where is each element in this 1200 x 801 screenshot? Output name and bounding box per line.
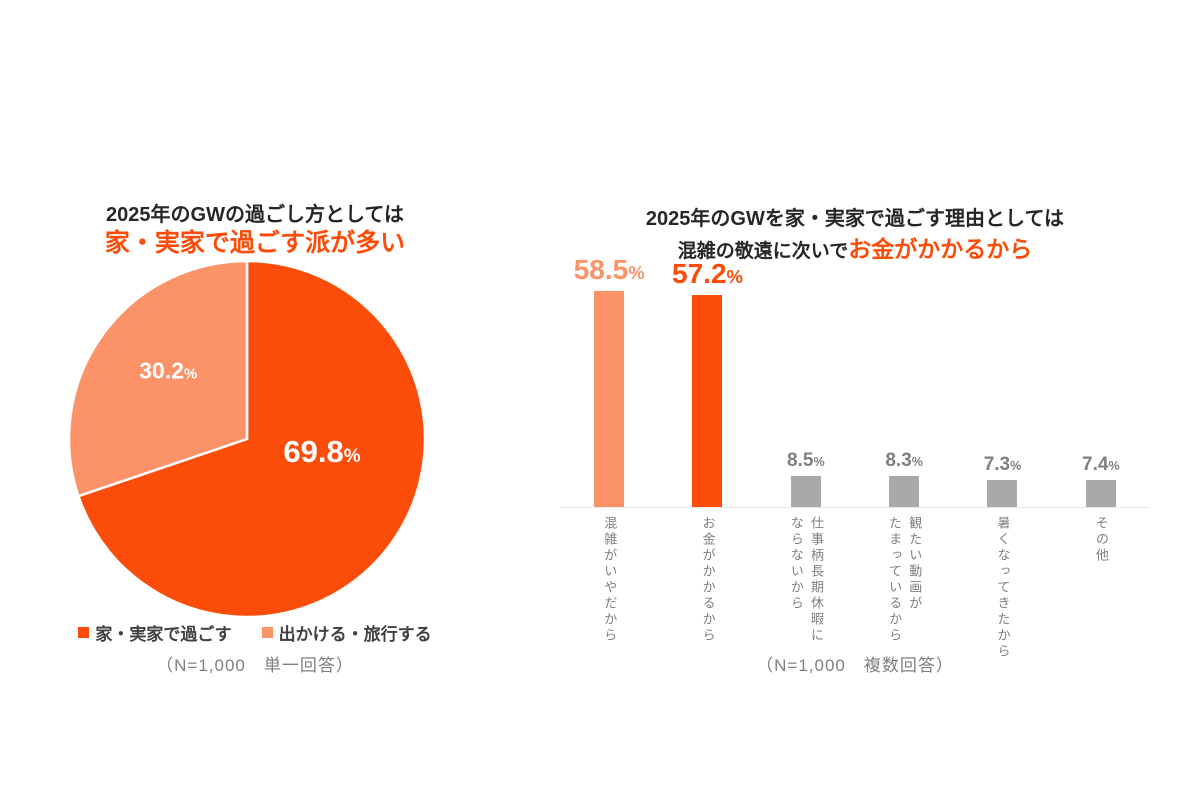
bar-column-0: 58.5% [560, 254, 658, 507]
bar-category-column-2: 仕事柄長期休暇に ならないから [757, 516, 855, 691]
value-unit: % [1010, 459, 1022, 473]
value-unit: % [1108, 458, 1120, 473]
bar-column-5: 7.4% [1052, 454, 1150, 507]
legend-item-0: 家・実家で過ごす [78, 620, 232, 645]
pie-svg [67, 259, 427, 619]
bar-chart-title-line2-orange: お金がかかるから [848, 235, 1033, 262]
legend-swatch-icon [78, 627, 90, 638]
value-number: 8.3 [885, 450, 912, 472]
value-number: 69.8 [283, 433, 344, 469]
bar-chart-title-line2-black: 混雑の敬遠に次いで [677, 240, 849, 262]
bar [1085, 479, 1116, 507]
bar-category-label: 混雑がいやだから [602, 516, 618, 644]
legend-label: 家・実家で過ごす [95, 625, 232, 644]
bar-value-label: 8.3% [885, 450, 923, 472]
value-number: 58.5 [573, 253, 629, 285]
bar-plot-area: 58.5% 57.2% 8.5% 8.3% 7.3% 7.4% [560, 254, 1150, 508]
bar-chart-title: 2025年のGWを家・実家で過ごす理由としては 混雑の敬遠に次いでお金がかかるか… [595, 205, 1115, 266]
bar-value-label: 57.2% [672, 258, 743, 290]
bar-category-column-4: 暑くなってきたから [953, 516, 1051, 691]
bar-category-label: 暑くなってきたから [995, 516, 1011, 660]
bar [594, 290, 625, 507]
bar-column-2: 8.5% [757, 450, 855, 507]
pie-slice-0 [77, 259, 427, 619]
bar-category-label: その他 [1093, 516, 1109, 564]
legend-item-1: 出かける・旅行する [261, 620, 432, 645]
value-number: 8.5 [787, 449, 814, 471]
bar-category-axis: 混雑がいやだから お金がかかるから 仕事柄長期休暇に ならないから 観たい動画が たま… [560, 516, 1150, 691]
value-unit: % [813, 454, 825, 469]
value-unit: % [726, 266, 743, 288]
value-number: 30.2 [139, 357, 185, 384]
value-unit: % [184, 365, 198, 383]
pie-chart-title-line2: 家・実家で過ごす派が多い [104, 228, 406, 257]
pie-slice-1 [67, 259, 249, 498]
bar [987, 480, 1018, 507]
pie-value-label-minor: 30.2% [139, 358, 197, 385]
bar-value-label: 7.4% [1082, 454, 1120, 476]
bar [889, 476, 920, 507]
pie-chart-title-line1: 2025年のGWの過ごし方としては [106, 203, 404, 226]
pie-chart-title: 2025年のGWの過ごし方としては 家・実家で過ごす派が多い [30, 202, 480, 259]
value-number: 57.2 [672, 258, 727, 290]
legend-label: 出かける・旅行する [278, 625, 432, 644]
value-unit: % [911, 455, 923, 470]
bar-chart-title-line2: 混雑の敬遠に次いでお金がかかるから [595, 233, 1115, 266]
legend-swatch-icon [261, 627, 273, 638]
pie-chart: 69.8% 30.2% [64, 256, 430, 622]
bar-sample-note: （N=1,000 複数回答） [756, 656, 954, 675]
value-number: 7.4 [1082, 453, 1109, 475]
value-number: 7.3 [983, 454, 1011, 475]
bar [692, 295, 723, 507]
bar-category-column-5: その他 [1052, 516, 1150, 691]
bar-category-label: お金がかかるから [700, 516, 716, 644]
bar-column-1: 57.2% [658, 258, 756, 507]
bar-category-column-1: お金がかかるから [658, 516, 756, 691]
pie-value-label-major: 69.8% [283, 434, 360, 470]
bar-chart-title-line1: 2025年のGWを家・実家で過ごす理由としては [645, 207, 1065, 230]
bar-column-3: 8.3% [855, 450, 953, 507]
bar-value-label: 7.3% [984, 454, 1022, 476]
bar-category-column-0: 混雑がいやだから [560, 516, 658, 691]
pie-legend: 家・実家で過ごす 出かける・旅行する [30, 620, 480, 645]
value-unit: % [343, 445, 361, 467]
bar-column-4: 7.3% [953, 454, 1051, 507]
value-unit: % [628, 261, 645, 283]
bar-value-label: 8.5% [787, 450, 825, 472]
bar-value-label: 58.5% [574, 254, 645, 286]
pie-sample-note: （N=1,000 単一回答） [156, 656, 354, 675]
bar-category-label: 仕事柄長期休暇に ならないから [788, 516, 824, 644]
bar [790, 475, 821, 507]
bar-category-column-3: 観たい動画が たまっているから [855, 516, 953, 691]
bar-category-label: 観たい動画が たまっているから [887, 516, 923, 644]
